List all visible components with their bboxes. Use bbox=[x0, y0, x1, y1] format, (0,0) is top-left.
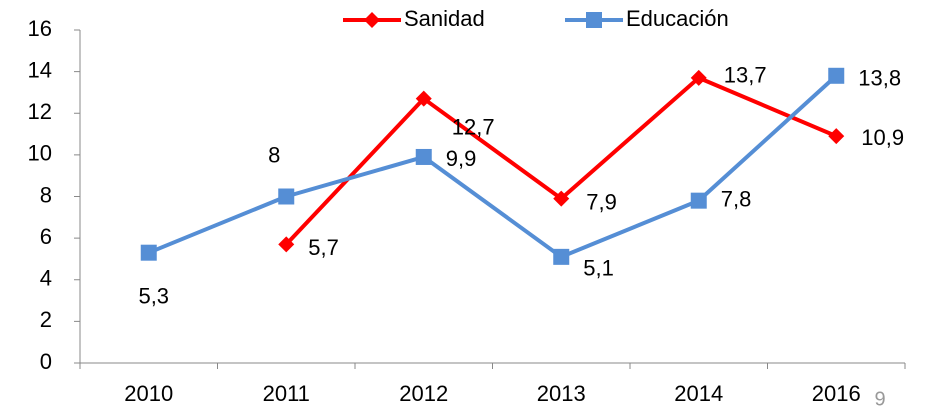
x-tick-label: 2011 bbox=[263, 381, 310, 406]
y-tick-label: 8 bbox=[40, 182, 52, 207]
y-tick-label: 0 bbox=[40, 349, 52, 374]
data-label: 7,9 bbox=[586, 189, 617, 214]
y-tick-label: 16 bbox=[28, 16, 52, 41]
point bbox=[415, 148, 432, 165]
point bbox=[553, 190, 570, 207]
y-tick-label: 14 bbox=[28, 57, 52, 82]
point bbox=[690, 192, 707, 209]
point bbox=[690, 69, 707, 86]
data-label: 7,8 bbox=[721, 186, 752, 211]
page-number: 9 bbox=[874, 388, 885, 410]
x-tick-label: 2014 bbox=[674, 381, 723, 406]
point bbox=[553, 248, 570, 265]
data-label: 9,9 bbox=[446, 146, 477, 171]
series-line bbox=[147, 74, 838, 259]
y-tick-label: 2 bbox=[40, 307, 52, 332]
data-label: 10,9 bbox=[861, 125, 904, 150]
x-tick-label: 2010 bbox=[124, 381, 173, 406]
y-tick-label: 4 bbox=[40, 266, 52, 291]
point bbox=[828, 67, 845, 84]
x-tick-label: 2013 bbox=[537, 381, 586, 406]
x-tick-label: 2012 bbox=[399, 381, 448, 406]
y-tick-label: 12 bbox=[28, 99, 52, 124]
series-line bbox=[284, 75, 838, 246]
x-tick-label: 2016 bbox=[812, 381, 861, 406]
legend-marker bbox=[586, 12, 602, 28]
legend-marker bbox=[364, 12, 380, 28]
point bbox=[415, 90, 432, 107]
y-tick-label: 6 bbox=[40, 224, 52, 249]
data-label: 13,7 bbox=[724, 63, 767, 88]
point bbox=[278, 236, 295, 253]
data-label: 8 bbox=[268, 142, 280, 167]
point bbox=[278, 188, 295, 205]
y-tick-label: 10 bbox=[28, 141, 52, 166]
legend-label: Sanidad bbox=[404, 6, 485, 31]
legend-label: Educación bbox=[626, 6, 729, 31]
data-label: 5,1 bbox=[583, 256, 614, 281]
data-label: 13,8 bbox=[858, 66, 901, 91]
point bbox=[828, 128, 845, 145]
data-label: 5,3 bbox=[138, 284, 169, 309]
data-label: 5,7 bbox=[308, 235, 339, 260]
point bbox=[140, 244, 157, 261]
data-label: 12,7 bbox=[452, 114, 495, 139]
